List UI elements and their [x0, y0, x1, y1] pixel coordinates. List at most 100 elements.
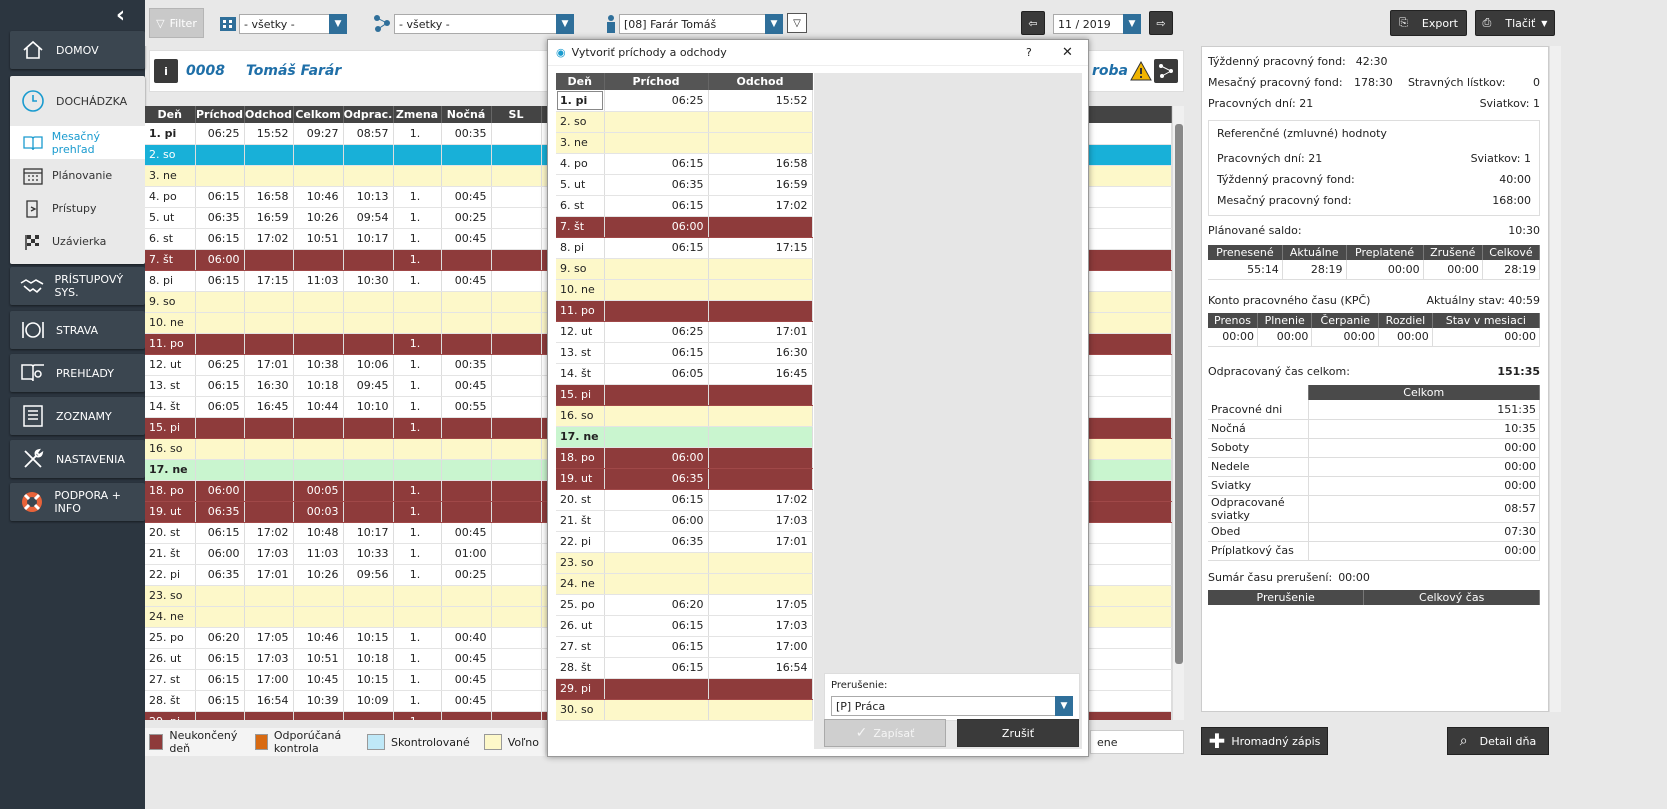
- close-button[interactable]: ✕: [1062, 45, 1073, 60]
- dialog-row[interactable]: 29. pi: [556, 678, 813, 700]
- home-icon: [20, 37, 46, 63]
- summary-scrollbar[interactable]: [1549, 46, 1561, 712]
- dialog-row[interactable]: 16. so: [556, 405, 813, 427]
- department-select[interactable]: - všetky - ▼: [239, 14, 347, 34]
- cancel-button[interactable]: Zrušiť: [957, 719, 1079, 747]
- dialog-row[interactable]: 7. št 06:00: [556, 216, 813, 238]
- dialog-row[interactable]: 8. pi 06:15 17:15: [556, 237, 813, 259]
- dialog-row[interactable]: 30. so: [556, 699, 813, 721]
- filter-button[interactable]: ▽ Filter: [149, 8, 204, 38]
- dialog-row[interactable]: 27. st 06:15 17:00: [556, 636, 813, 658]
- table-cell: [393, 606, 442, 628]
- nav-settings[interactable]: NASTAVENIA: [10, 440, 145, 478]
- ref-workdays-label: Pracovných dní:: [1217, 152, 1305, 165]
- dialog-row[interactable]: 13. st 06:15 16:30: [556, 342, 813, 364]
- worked-value: 00:00: [1308, 476, 1540, 496]
- dialog-row[interactable]: 11. po: [556, 300, 813, 322]
- dialog-row[interactable]: 26. ut 06:15 17:03: [556, 615, 813, 637]
- dialog-row[interactable]: 5. ut 06:35 16:59: [556, 174, 813, 196]
- dialog-row[interactable]: 18. po 06:00: [556, 447, 813, 469]
- dialog-row[interactable]: 22. pi 06:35 17:01: [556, 531, 813, 553]
- scroll-thumb[interactable]: [1175, 124, 1183, 664]
- next-month-button[interactable]: ⇨: [1149, 11, 1173, 35]
- dialog-row[interactable]: 1. pi 06:25 15:52: [556, 90, 813, 112]
- nav-attendance[interactable]: DOCHÁDZKA: [10, 76, 145, 126]
- ref-weekly-label: Týždenný pracovný fond:: [1217, 173, 1355, 186]
- table-cell: 17. ne: [145, 459, 196, 481]
- help-button[interactable]: ?: [1026, 46, 1032, 59]
- nav-support[interactable]: PODPORA + INFO: [10, 483, 145, 521]
- group-select[interactable]: - všetky - ▼: [394, 14, 574, 34]
- break-select[interactable]: [P] Práca ▼: [831, 696, 1073, 716]
- dialog-row[interactable]: 25. po 06:20 17:05: [556, 594, 813, 616]
- column-header: Deň: [145, 106, 196, 123]
- sidebar-item-closing[interactable]: Uzávierka: [10, 225, 145, 258]
- dialog-cell: 26. ut: [556, 615, 605, 637]
- nav-food[interactable]: STRAVA: [10, 311, 145, 349]
- dialog-row[interactable]: 14. št 06:05 16:45: [556, 363, 813, 385]
- grid-scrollbar[interactable]: [1172, 106, 1184, 720]
- day-detail-button[interactable]: ⌕ Detail dňa: [1447, 727, 1549, 755]
- dialog-cell: [708, 552, 813, 574]
- dialog-cell: 13. st: [556, 342, 605, 364]
- location-pin-icon: ◉: [556, 46, 566, 59]
- export-button[interactable]: ⎘ Export: [1390, 10, 1467, 36]
- dialog-row[interactable]: 6. st 06:15 17:02: [556, 195, 813, 217]
- meal-label: Stravných lístkov:: [1407, 76, 1506, 89]
- dialog-row[interactable]: 9. so: [556, 258, 813, 280]
- nav-home[interactable]: DOMOV: [10, 31, 145, 69]
- table-cell: [293, 585, 344, 607]
- sidebar-item-monthly-overview[interactable]: Mesačný prehľad: [10, 126, 145, 159]
- sidebar-item-planning[interactable]: Plánovanie: [10, 159, 145, 192]
- print-button[interactable]: ⎙ Tlačiť ▼: [1475, 10, 1555, 36]
- dialog-row[interactable]: 17. ne: [556, 426, 813, 448]
- period-select[interactable]: 11 / 2019 ▼: [1053, 14, 1141, 34]
- table-cell: 10:51: [293, 648, 344, 670]
- chevron-down-icon: ▼: [329, 14, 347, 34]
- table-cell: 08:57: [343, 123, 394, 145]
- table-cell: [343, 312, 394, 334]
- magnifier-icon: ⌕: [1459, 733, 1468, 749]
- nav-label: PRÍSTUPOVÝ SYS.: [54, 273, 124, 299]
- dialog-cell: 06:15: [604, 615, 709, 637]
- table-cell: 06:25: [195, 354, 245, 376]
- table-cell: 06:15: [195, 690, 245, 712]
- dialog-row[interactable]: 21. št 06:00 17:03: [556, 510, 813, 532]
- nav-access-system[interactable]: PRÍSTUPOVÝ SYS.: [10, 267, 145, 305]
- nav-lists[interactable]: ZOZNAMY: [10, 397, 145, 435]
- table-cell: 17:02: [244, 228, 294, 250]
- dialog-row[interactable]: 3. ne: [556, 132, 813, 154]
- table-cell: [491, 291, 542, 313]
- dialog-row[interactable]: 4. po 06:15 16:58: [556, 153, 813, 175]
- info-icon[interactable]: i: [154, 59, 178, 83]
- dialog-row[interactable]: 15. pi: [556, 384, 813, 406]
- dialog-row[interactable]: 12. ut 06:25 17:01: [556, 321, 813, 343]
- collapse-sidebar-icon[interactable]: ‹: [116, 3, 126, 28]
- dialog-cell: 06:00: [604, 216, 709, 238]
- dialog-row[interactable]: 20. st 06:15 17:02: [556, 489, 813, 511]
- legend-swatch: [254, 734, 268, 750]
- employee-select[interactable]: [08] Farár Tomáš ▼: [619, 14, 783, 34]
- sidebar-item-access[interactable]: Prístupy: [10, 192, 145, 225]
- table-cell: [293, 165, 344, 187]
- dialog-row[interactable]: 19. ut 06:35: [556, 468, 813, 490]
- table-cell: 1.: [393, 396, 442, 418]
- dialog-row[interactable]: 23. so: [556, 552, 813, 574]
- worked-row: Nedele 00:00: [1208, 457, 1540, 477]
- dialog-row[interactable]: 2. so: [556, 111, 813, 133]
- dialog-row[interactable]: 24. ne: [556, 573, 813, 595]
- nav-overviews[interactable]: PREHĽADY: [10, 354, 145, 392]
- dialog-row[interactable]: 10. ne: [556, 279, 813, 301]
- cancel-label: Zrušiť: [1001, 726, 1035, 740]
- worked-value: 07:30: [1308, 522, 1540, 542]
- dialog-row[interactable]: 28. št 06:15 16:54: [556, 657, 813, 679]
- dialog-cell: 17:15: [708, 237, 813, 259]
- warning-icon[interactable]: [1130, 60, 1152, 84]
- employee-filter-icon[interactable]: ▽: [787, 13, 807, 33]
- table-cell: 23. so: [145, 585, 196, 607]
- prev-month-button[interactable]: ⇦: [1021, 11, 1045, 35]
- network-button[interactable]: [1154, 59, 1178, 83]
- dialog-cell: [708, 468, 813, 490]
- bulk-entry-button[interactable]: ✚ Hromadný zápis: [1201, 727, 1328, 755]
- save-button[interactable]: ✓ Zapísať: [824, 719, 946, 747]
